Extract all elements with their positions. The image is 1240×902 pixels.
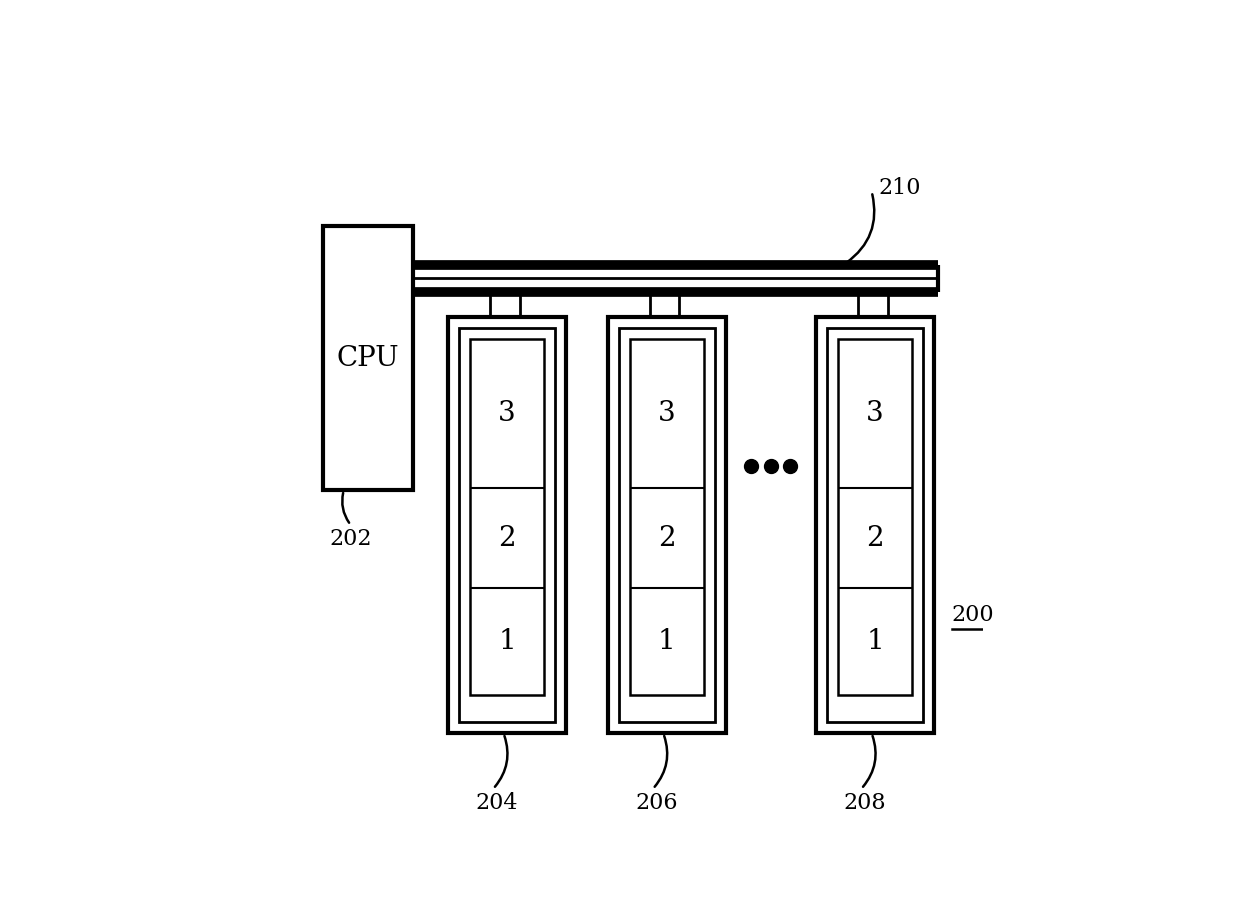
Text: 1: 1 bbox=[498, 628, 516, 655]
Bar bbox=[322, 226, 413, 491]
Text: CPU: CPU bbox=[337, 345, 399, 372]
Text: 2: 2 bbox=[867, 525, 884, 552]
Text: 208: 208 bbox=[843, 792, 887, 815]
Bar bbox=[448, 317, 565, 733]
Bar bbox=[459, 327, 556, 723]
Text: 3: 3 bbox=[498, 400, 516, 428]
Bar bbox=[630, 339, 703, 695]
Text: 206: 206 bbox=[635, 792, 677, 815]
Bar bbox=[608, 317, 725, 733]
Text: 204: 204 bbox=[475, 792, 518, 815]
Bar bbox=[470, 339, 544, 695]
Text: 2: 2 bbox=[658, 525, 676, 552]
Text: 2: 2 bbox=[498, 525, 516, 552]
Text: 202: 202 bbox=[330, 529, 372, 550]
Text: 3: 3 bbox=[658, 400, 676, 428]
Text: 1: 1 bbox=[658, 628, 676, 655]
Text: 3: 3 bbox=[867, 400, 884, 428]
Text: 200: 200 bbox=[951, 604, 994, 626]
Bar bbox=[838, 339, 911, 695]
Text: 210: 210 bbox=[879, 177, 921, 199]
Bar bbox=[827, 327, 923, 723]
Text: 1: 1 bbox=[867, 628, 884, 655]
Bar bbox=[619, 327, 714, 723]
Bar bbox=[816, 317, 934, 733]
